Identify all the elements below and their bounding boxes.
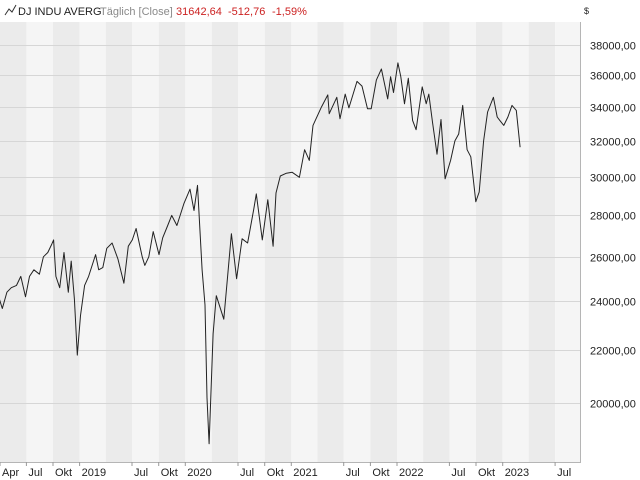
period-band <box>502 22 529 462</box>
x-axis-labels: Apr Jul Okt 2019 Jul Okt 2020 Jul Okt 2021 Jul Okt 2… <box>0 462 571 479</box>
y-tick-label: 32000,00 <box>590 137 636 149</box>
price-series <box>0 62 521 445</box>
period-band <box>291 22 318 462</box>
x-tick-label: Apr <box>2 467 19 479</box>
y-tick-label: 22000,00 <box>590 346 636 358</box>
chart-mode: Täglich [Close] <box>100 6 173 18</box>
period-band <box>264 22 292 462</box>
y-tick-label: 24000,00 <box>590 297 636 309</box>
price-change-percent: -1,59% <box>272 6 307 18</box>
x-tick-label: 2021 <box>293 467 317 479</box>
period-band <box>317 22 344 462</box>
x-tick-label: Jul <box>134 467 148 479</box>
y-tick-label: 30000,00 <box>590 173 636 185</box>
last-price: 31642,64 <box>176 6 222 18</box>
x-tick-label: 2019 <box>82 467 106 479</box>
x-tick-label: 2020 <box>187 467 211 479</box>
period-band <box>238 22 265 462</box>
x-tick-label: Jul <box>451 467 465 479</box>
period-band <box>158 22 186 462</box>
period-band <box>185 22 212 462</box>
period-band <box>53 22 80 462</box>
x-tick-label: Jul <box>557 467 571 479</box>
currency-symbol: $ <box>584 6 589 16</box>
period-band <box>132 22 159 462</box>
chart-header: DJ INDU AVERG Täglich [Close] 31642,64 -… <box>4 4 589 18</box>
x-tick-label: 2023 <box>505 467 529 479</box>
x-tick-label: Okt <box>161 467 178 479</box>
x-tick-label: Okt <box>478 467 495 479</box>
y-axis-labels: 38000,00 36000,00 34000,00 32000,00 30000,00… <box>590 41 636 411</box>
y-tick-label: 36000,00 <box>590 71 636 83</box>
period-band <box>449 22 476 462</box>
x-tick-label: Jul <box>28 467 42 479</box>
period-band <box>211 22 239 462</box>
period-band <box>397 22 424 462</box>
x-tick-label: Okt <box>55 467 72 479</box>
y-tick-label: 20000,00 <box>590 399 636 411</box>
period-band <box>528 22 556 462</box>
period-band <box>105 22 133 462</box>
period-band <box>423 22 450 462</box>
period-band <box>26 22 53 462</box>
y-tick-label: 26000,00 <box>590 253 636 265</box>
alternating-period-bands <box>0 22 580 462</box>
period-band <box>343 22 371 462</box>
x-tick-label: 2022 <box>399 467 423 479</box>
instrument-name: DJ INDU AVERG <box>18 6 102 18</box>
period-band <box>476 22 503 462</box>
period-band <box>79 22 106 462</box>
price-change: -512,76 <box>228 6 265 18</box>
period-band <box>555 22 580 462</box>
y-tick-label: 38000,00 <box>590 41 636 53</box>
line-chart-icon <box>4 4 17 16</box>
period-band <box>0 22 27 462</box>
period-band <box>370 22 397 462</box>
x-tick-label: Okt <box>267 467 284 479</box>
x-tick-label: Jul <box>240 467 254 479</box>
y-tick-label: 28000,00 <box>590 211 636 223</box>
y-tick-label: 34000,00 <box>590 103 636 115</box>
x-tick-label: Jul <box>346 467 360 479</box>
price-line <box>0 62 521 445</box>
x-tick-label: Okt <box>372 467 389 479</box>
